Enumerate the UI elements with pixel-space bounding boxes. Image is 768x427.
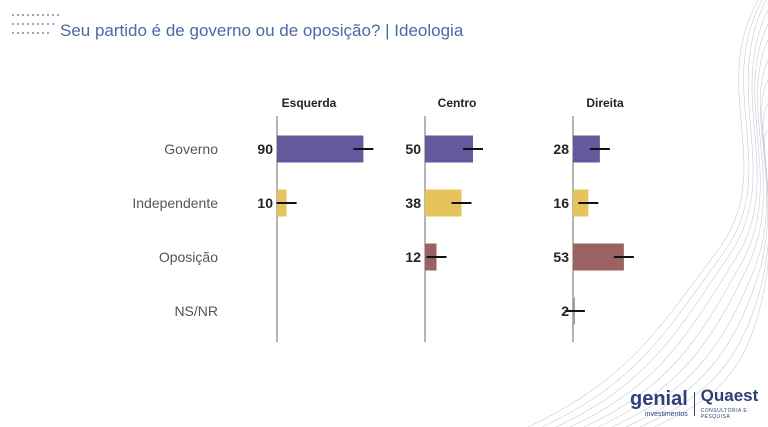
value-label-direita-oposicao: 53 xyxy=(553,249,569,265)
genial-wordmark: genial xyxy=(630,387,688,410)
panel-header-esquerda: Esquerda xyxy=(282,96,337,110)
value-label-direita-governo: 28 xyxy=(553,141,569,157)
panel-header-direita: Direita xyxy=(586,96,624,110)
quaest-wordmark: Quaest xyxy=(700,386,759,405)
value-label-centro-independente: 38 xyxy=(405,195,421,211)
value-label-esquerda-independente: 10 xyxy=(257,195,273,211)
category-label-oposicao: Oposição xyxy=(159,249,218,265)
value-label-direita-ns-nr: 2 xyxy=(561,303,569,319)
category-label-governo: Governo xyxy=(164,141,218,157)
logo-divider xyxy=(693,392,695,416)
page-title: Seu partido é de governo ou de oposição?… xyxy=(60,21,464,40)
footer-logos: genial investimentos Quaest CONSULTORIA … xyxy=(630,386,768,420)
value-label-esquerda-governo: 90 xyxy=(257,141,273,157)
category-label-independente: Independente xyxy=(132,195,218,211)
genial-logo: genial investimentos xyxy=(630,387,688,418)
quaest-logo: Quaest CONSULTORIA E PESQUISA xyxy=(700,386,768,420)
genial-subtitle: investimentos xyxy=(645,410,688,418)
category-label-ns-nr: NS/NR xyxy=(174,303,218,319)
value-label-direita-independente: 16 xyxy=(553,195,569,211)
panel-header-centro: Centro xyxy=(438,96,477,110)
value-label-centro-governo: 50 xyxy=(405,141,421,157)
value-label-centro-oposicao: 12 xyxy=(405,249,421,265)
bar-esquerda-governo xyxy=(277,135,364,163)
wave-lines-decoration xyxy=(527,0,768,427)
dots-decoration xyxy=(12,14,59,34)
quaest-subtitle: CONSULTORIA E PESQUISA xyxy=(700,408,748,420)
